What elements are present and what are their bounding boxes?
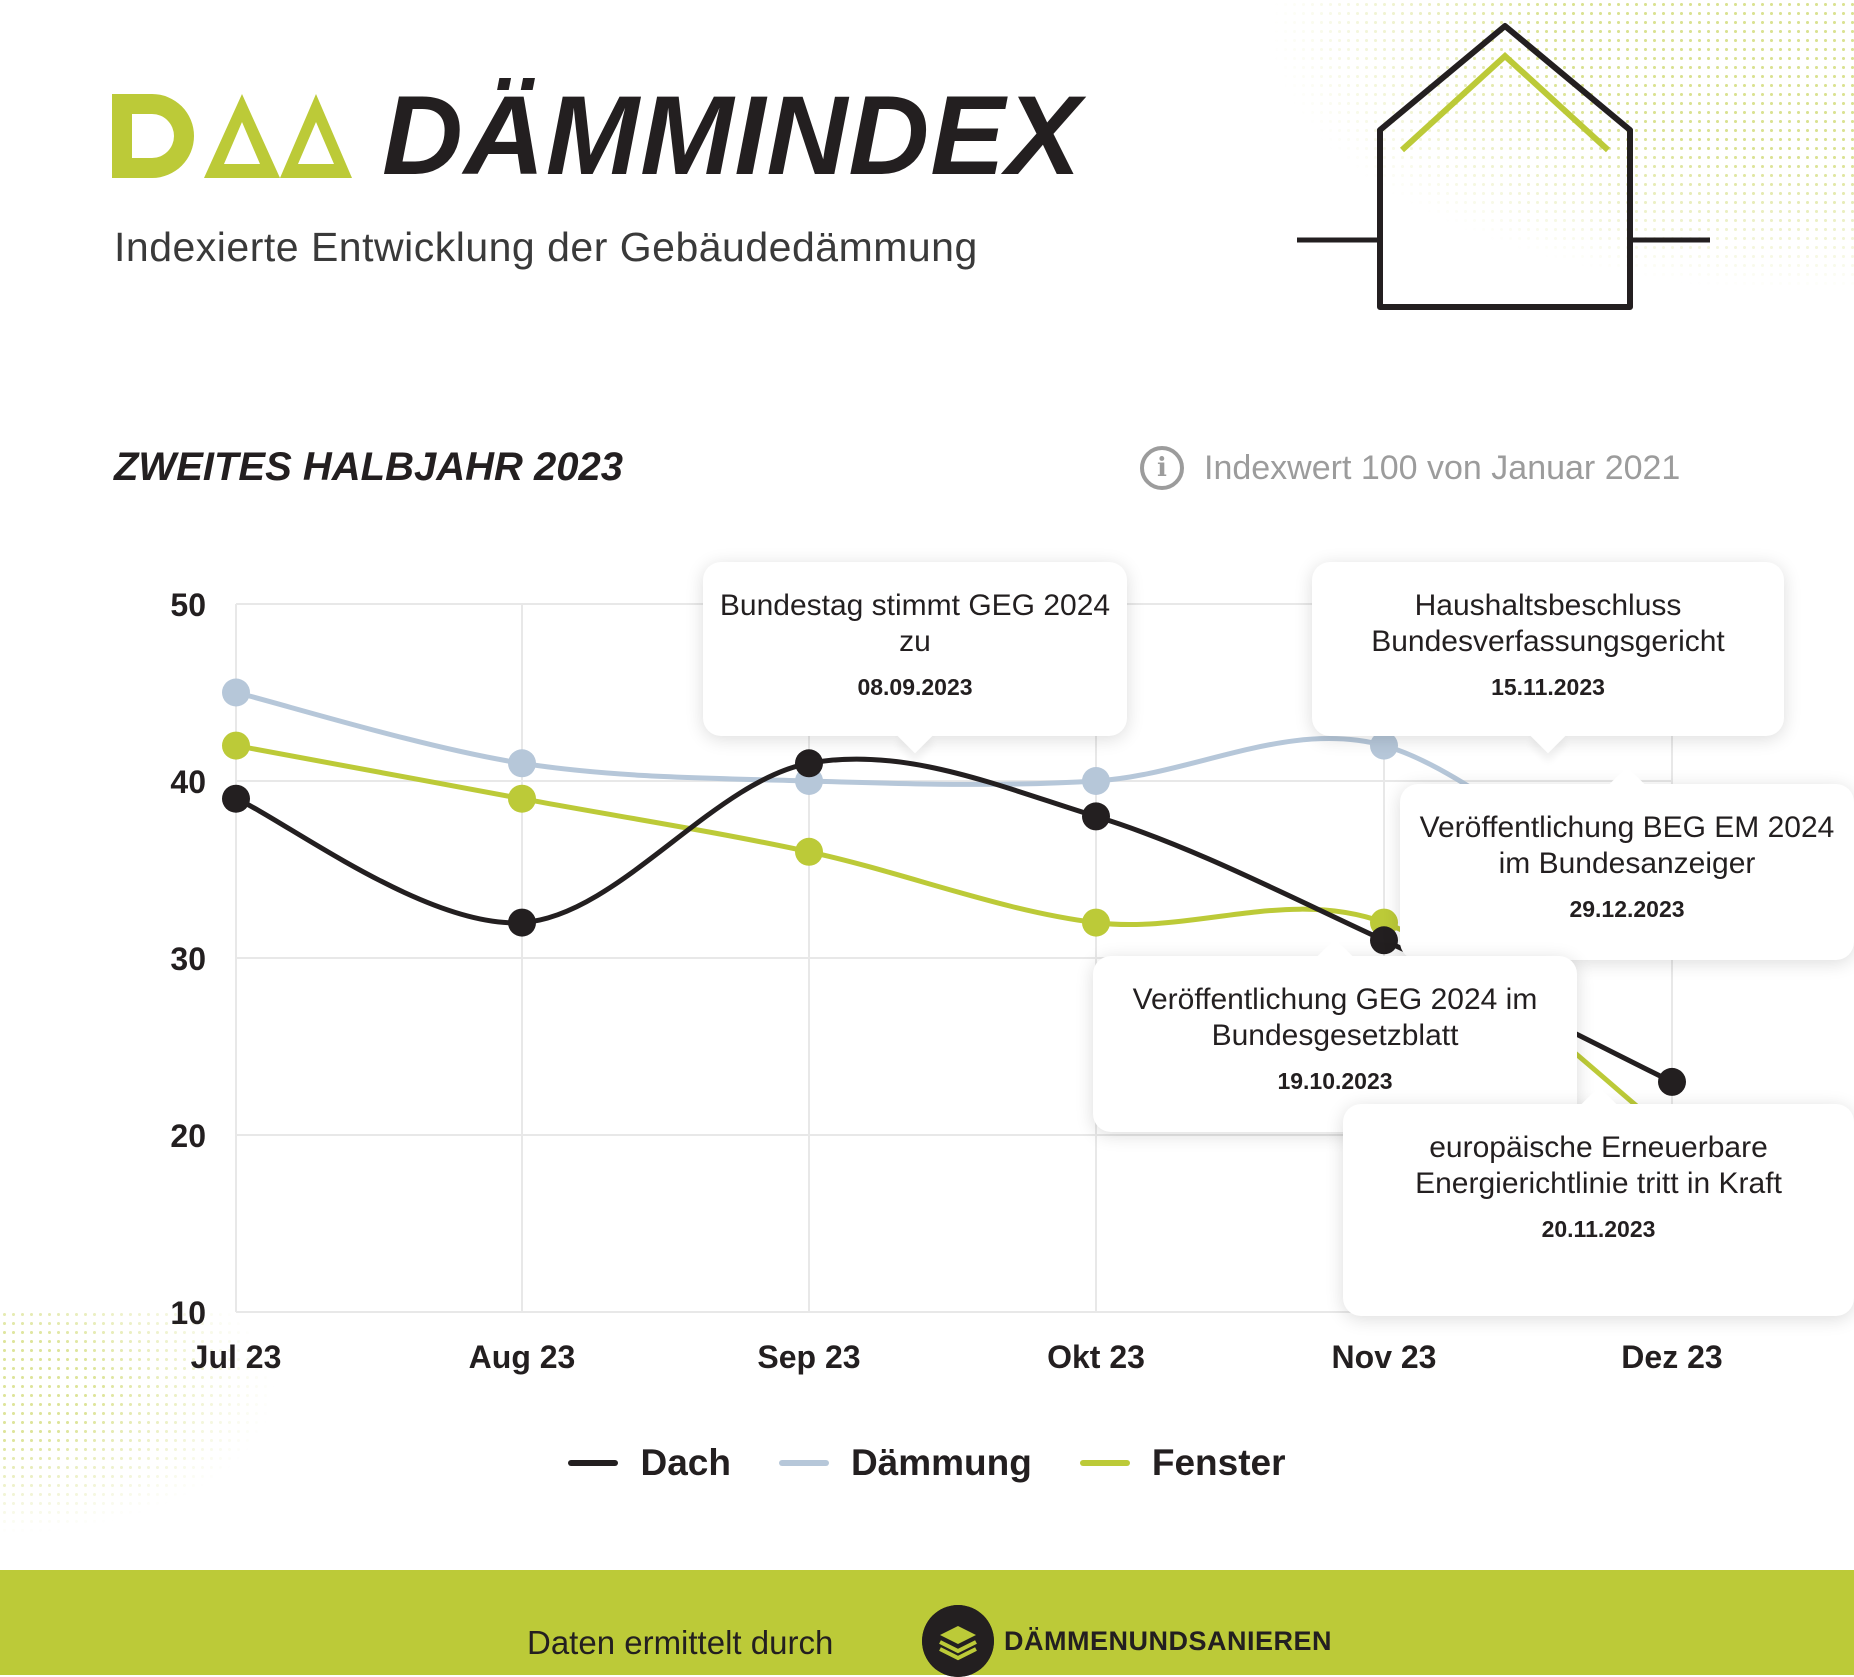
- annotation-text: Bundestag stimmt GEG 2024 zu: [719, 589, 1111, 658]
- stack-logo-icon: [922, 1605, 994, 1677]
- y-tick-label: 30: [170, 941, 206, 977]
- x-tick-label: Sep 23: [757, 1339, 860, 1375]
- data-point: [222, 731, 250, 760]
- annotation-callout: Veröffentlichung GEG 2024 im Bundesgeset…: [1093, 956, 1577, 1132]
- data-point: [1370, 731, 1398, 760]
- legend-swatch: [568, 1460, 619, 1466]
- y-tick-label: 40: [170, 764, 206, 800]
- data-point: [508, 908, 536, 937]
- data-point: [508, 784, 536, 813]
- section-title: ZWEITES HALBJAHR 2023: [114, 445, 623, 489]
- annotation-date: 08.09.2023: [857, 674, 973, 700]
- data-point: [222, 784, 250, 813]
- data-point: [1082, 767, 1110, 795]
- decorative-dots-bottom-left: [0, 1310, 460, 1570]
- data-point: [1370, 926, 1398, 955]
- brand-title: DÄMMINDEX: [382, 73, 1082, 198]
- house-icon: [1297, 23, 1710, 310]
- legend-label: Fenster: [1151, 1442, 1286, 1483]
- data-point: [795, 837, 823, 866]
- data-point: [1082, 908, 1110, 937]
- series-line-daemmung: [235, 690, 1674, 943]
- y-tick-label: 20: [170, 1118, 206, 1154]
- chart-legend: Dach Dämmung Fenster: [0, 1442, 1854, 1484]
- legend-swatch: [1079, 1460, 1130, 1466]
- page-subtitle: Indexierte Entwicklung der Gebäudedämmun…: [114, 224, 978, 270]
- data-point: [1082, 802, 1110, 831]
- annotation-text: Haushaltsbeschluss Bundesverfassungsgeri…: [1371, 589, 1725, 658]
- annotation-text: europäische Erneuerbare Energierichtlini…: [1415, 1131, 1782, 1200]
- daa-logo: [112, 94, 352, 178]
- footer-brand: DÄMMENUNDSANIEREN: [1004, 1626, 1333, 1656]
- data-point: [508, 749, 536, 778]
- legend-item-dach: Dach: [568, 1442, 731, 1484]
- y-tick-label: 50: [170, 587, 206, 623]
- legend-item-daemmung: Dämmung: [778, 1442, 1032, 1484]
- y-axis-labels: 10 20 30 40 50: [170, 587, 206, 1331]
- annotation-text: Veröffentlichung GEG 2024 im Bundesgeset…: [1132, 983, 1538, 1052]
- annotation-callout: Veröffentlichung BEG EM 2024 im Bundesan…: [1400, 784, 1854, 960]
- x-axis-labels: Jul 23 Aug 23 Sep 23 Okt 23 Nov 23 Dez 23: [191, 1339, 1723, 1375]
- annotation-callout: europäische Erneuerbare Energierichtlini…: [1343, 1104, 1854, 1316]
- legend-swatch: [778, 1460, 829, 1466]
- annotation-date: 15.11.2023: [1491, 674, 1605, 700]
- annotation-callout: Haushaltsbeschluss Bundesverfassungsgeri…: [1312, 562, 1784, 736]
- annotation-callout: Bundestag stimmt GEG 2024 zu 08.09.2023: [703, 562, 1127, 736]
- x-tick-label: Dez 23: [1621, 1339, 1722, 1375]
- footer-text: Daten ermittelt durch: [527, 1624, 834, 1661]
- legend-label: Dach: [640, 1442, 731, 1483]
- y-tick-label: 10: [170, 1295, 206, 1331]
- annotation-text: Veröffentlichung BEG EM 2024 im Bundesan…: [1419, 811, 1835, 880]
- data-point: [222, 678, 250, 707]
- data-point: [1658, 1067, 1686, 1096]
- index-note: Indexwert 100 von Januar 2021: [1204, 449, 1681, 487]
- decorative-dots-top-right: [1020, 0, 1854, 380]
- annotation-date: 19.10.2023: [1277, 1068, 1393, 1094]
- annotation-date: 29.12.2023: [1569, 896, 1685, 922]
- x-tick-label: Jul 23: [191, 1339, 282, 1375]
- legend-item-fenster: Fenster: [1079, 1442, 1286, 1484]
- x-tick-label: Nov 23: [1332, 1339, 1437, 1375]
- x-tick-label: Okt 23: [1047, 1339, 1145, 1375]
- info-icon: i: [1140, 446, 1184, 490]
- legend-label: Dämmung: [850, 1442, 1032, 1483]
- annotation-date: 20.11.2023: [1541, 1216, 1656, 1242]
- x-tick-label: Aug 23: [469, 1339, 576, 1375]
- data-point: [795, 749, 823, 778]
